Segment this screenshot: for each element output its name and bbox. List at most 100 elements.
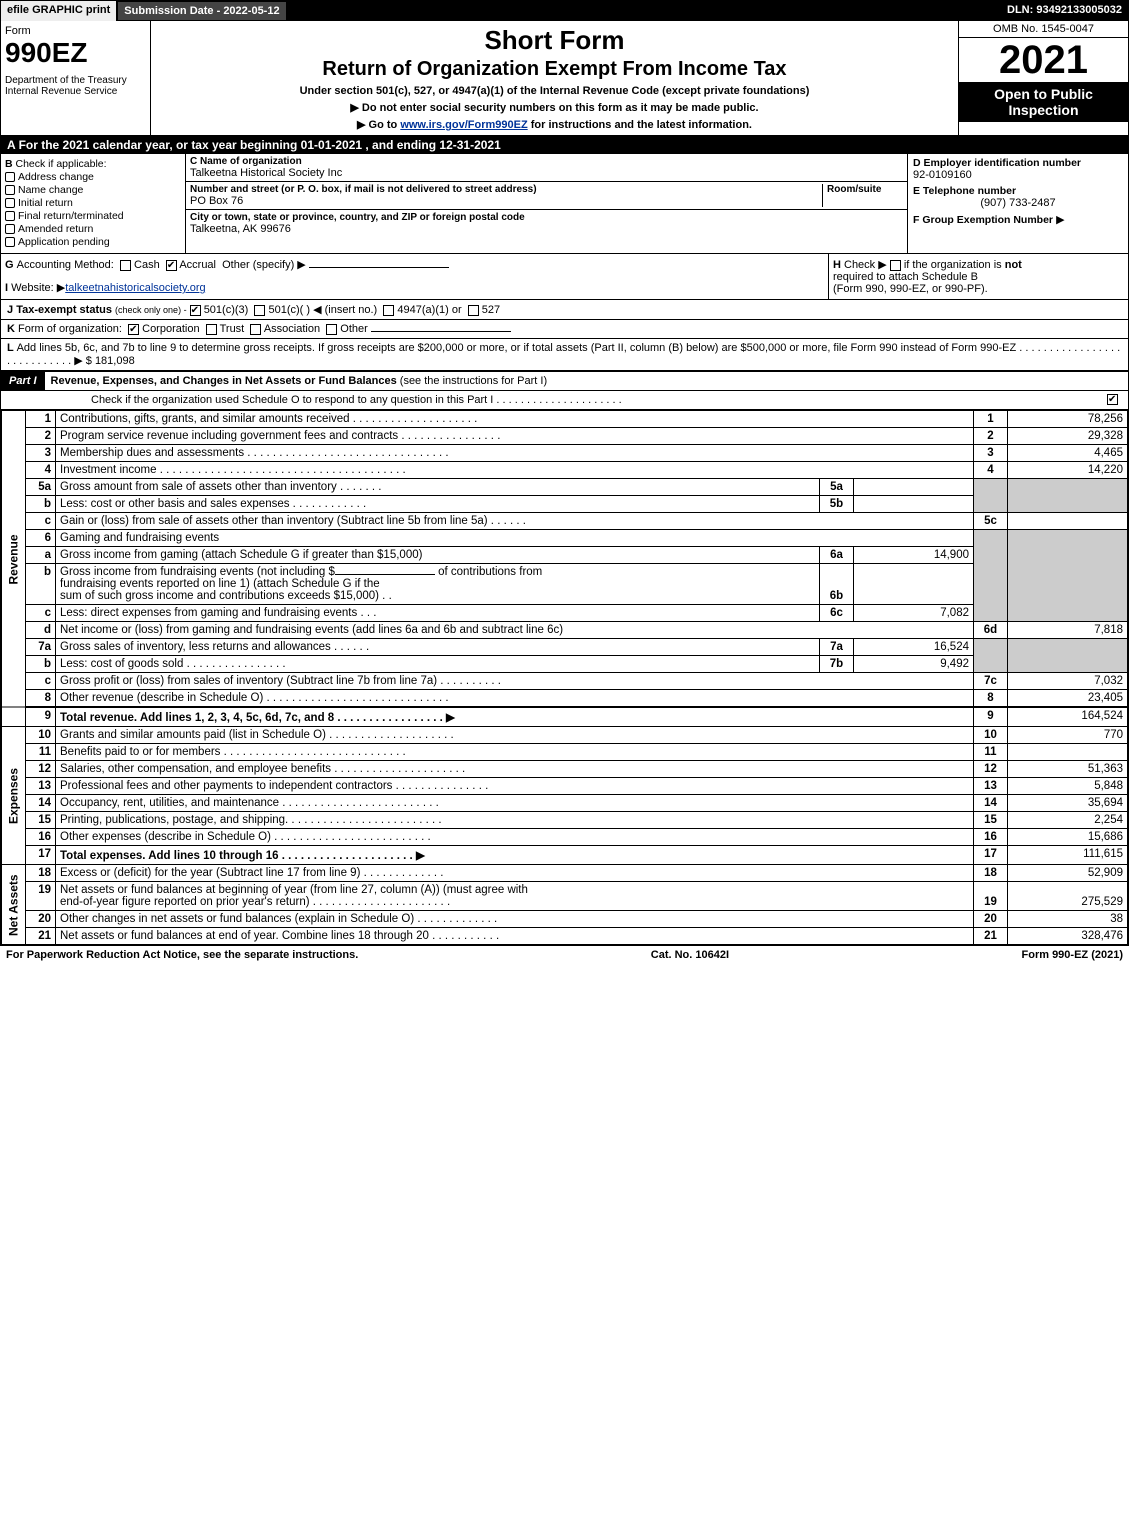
chk-501c3[interactable]	[190, 305, 201, 316]
chk-schedule-b[interactable]	[890, 260, 901, 271]
chk-schedule-o[interactable]	[1107, 394, 1118, 405]
group-exempt-label: Group Exemption Number	[922, 214, 1053, 226]
line-6a-num: a	[26, 547, 56, 564]
chk-accrual[interactable]	[166, 260, 177, 271]
part-1-note: (see the instructions for Part I)	[400, 375, 547, 387]
line-19-desc: Net assets or fund balances at beginning…	[56, 882, 974, 911]
line-19-val: 275,529	[1008, 882, 1128, 911]
footer-right: Form 990-EZ (2021)	[1022, 949, 1124, 961]
section-b: B Check if applicable: Address change Na…	[1, 154, 186, 253]
line-18-val: 52,909	[1008, 865, 1128, 882]
department-label: Department of the Treasury Internal Reve…	[5, 75, 146, 97]
other-org-input-line[interactable]	[371, 331, 511, 332]
line-7c-desc: Gross profit or (loss) from sales of inv…	[56, 673, 974, 690]
line-6a-subv: 14,900	[854, 547, 974, 564]
line-10-boxn: 10	[974, 727, 1008, 744]
schedule-o-check-text: Check if the organization used Schedule …	[91, 394, 622, 406]
header-middle: Short Form Return of Organization Exempt…	[151, 21, 958, 135]
accounting-label: Accounting Method:	[17, 259, 114, 271]
cash-label: Cash	[134, 259, 160, 271]
page-footer: For Paperwork Reduction Act Notice, see …	[0, 946, 1129, 964]
line-19-num: 19	[26, 882, 56, 911]
line-16-num: 16	[26, 829, 56, 846]
line-5a-num: 5a	[26, 479, 56, 496]
chk-amended[interactable]: Amended return	[5, 223, 181, 235]
501c3-label: 501(c)(3)	[204, 304, 249, 316]
line-5a-desc: Gross amount from sale of assets other t…	[56, 479, 820, 496]
line-12-desc: Salaries, other compensation, and employ…	[56, 761, 974, 778]
net-assets-vlabel: Net Assets	[2, 865, 26, 945]
shade-6	[974, 530, 1008, 622]
website-label: Website: ▶	[11, 282, 65, 294]
form-title-2: Return of Organization Exempt From Incom…	[155, 58, 954, 81]
chk-trust[interactable]	[206, 324, 217, 335]
line-8-num: 8	[26, 690, 56, 708]
line-7b-desc: Less: cost of goods sold . . . . . . . .…	[56, 656, 820, 673]
shade-5	[974, 479, 1008, 513]
line-16-boxn: 16	[974, 829, 1008, 846]
form-label: Form	[5, 25, 146, 37]
line-7a-desc: Gross sales of inventory, less returns a…	[56, 639, 820, 656]
line-10-num: 10	[26, 727, 56, 744]
line-5a-subn: 5a	[820, 479, 854, 496]
form-header: Form 990EZ Department of the Treasury In…	[1, 21, 1128, 136]
line-18-boxn: 18	[974, 865, 1008, 882]
chk-527[interactable]	[468, 305, 479, 316]
line-11-num: 11	[26, 744, 56, 761]
line-8-val: 23,405	[1008, 690, 1128, 708]
corp-label: Corporation	[142, 323, 199, 335]
irs-link[interactable]: www.irs.gov/Form990EZ	[400, 119, 527, 131]
line-6c-subn: 6c	[820, 605, 854, 622]
line-11-desc: Benefits paid to or for members . . . . …	[56, 744, 974, 761]
chk-corporation[interactable]	[128, 324, 139, 335]
chk-application-pending[interactable]: Application pending	[5, 236, 181, 248]
goto-line: ▶ Go to www.irs.gov/Form990EZ for instru…	[155, 118, 954, 131]
4947-label: 4947(a)(1) or	[397, 304, 461, 316]
line-6a-subn: 6a	[820, 547, 854, 564]
line-4-boxn: 4	[974, 462, 1008, 479]
chk-other-org[interactable]	[326, 324, 337, 335]
6b-amount-line[interactable]	[335, 574, 435, 575]
goto-post: for instructions and the latest informat…	[528, 119, 752, 131]
line-17-boxn: 17	[974, 846, 1008, 865]
other-input-line[interactable]	[309, 267, 449, 268]
line-15-num: 15	[26, 812, 56, 829]
line-8-boxn: 8	[974, 690, 1008, 708]
501c-label: 501(c)( ) ◀ (insert no.)	[269, 304, 378, 316]
chk-cash[interactable]	[120, 260, 131, 271]
website-link[interactable]: talkeetnahistoricalsociety.org	[65, 282, 205, 294]
line-5b-desc: Less: cost or other basis and sales expe…	[56, 496, 820, 513]
ein-label: Employer identification number	[924, 157, 1082, 169]
chk-initial-return[interactable]: Initial return	[5, 197, 181, 209]
line-13-desc: Professional fees and other payments to …	[56, 778, 974, 795]
line-13-num: 13	[26, 778, 56, 795]
chk-association[interactable]	[250, 324, 261, 335]
chk-501c[interactable]	[254, 305, 265, 316]
addr-value: PO Box 76	[190, 195, 818, 207]
chk-name-change[interactable]: Name change	[5, 184, 181, 196]
submission-date: Submission Date - 2022-05-12	[117, 1, 286, 21]
section-g: G Accounting Method: Cash Accrual Other …	[1, 254, 828, 299]
h-pre: Check ▶	[844, 259, 887, 271]
section-h: H Check ▶ if the organization is not req…	[828, 254, 1128, 299]
shade-7v	[1008, 639, 1128, 673]
chk-final-return[interactable]: Final return/terminated	[5, 210, 181, 222]
goto-pre: Go to	[369, 119, 401, 131]
line-6a-desc: Gross income from gaming (attach Schedul…	[56, 547, 820, 564]
gross-receipts-value: $ 181,098	[86, 355, 135, 367]
chk-4947[interactable]	[383, 305, 394, 316]
phone-label: Telephone number	[923, 185, 1016, 197]
line-17-val: 111,615	[1008, 846, 1128, 865]
line-9-num: 9	[26, 707, 56, 727]
line-7b-subv: 9,492	[854, 656, 974, 673]
line-1-num: 1	[26, 411, 56, 428]
section-j: J Tax-exempt status (check only one) - 5…	[1, 300, 1128, 320]
section-i: I Website: ▶talkeetnahistoricalsociety.o…	[5, 281, 824, 294]
line-5a-subv	[854, 479, 974, 496]
section-f: F Group Exemption Number ▶	[913, 213, 1123, 226]
line-21-boxn: 21	[974, 928, 1008, 945]
line-19-boxn: 19	[974, 882, 1008, 911]
chk-address-change[interactable]: Address change	[5, 171, 181, 183]
addr-label: Number and street (or P. O. box, if mail…	[190, 184, 818, 195]
line-13-boxn: 13	[974, 778, 1008, 795]
